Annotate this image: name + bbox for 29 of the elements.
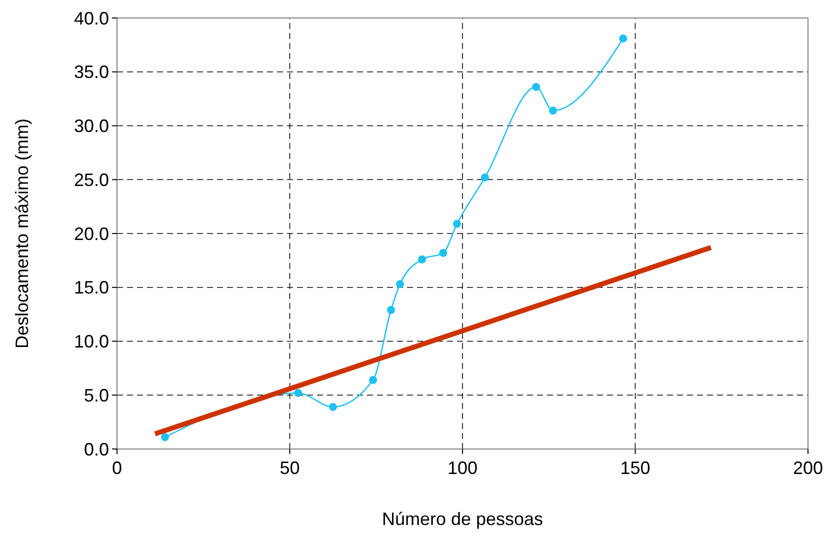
x-axis-title: Número de pessoas <box>382 509 544 529</box>
y-tick-label: 35.0 <box>74 62 109 82</box>
y-tick-label: 25.0 <box>74 170 109 190</box>
point <box>369 376 378 384</box>
x-tick-label: 50 <box>280 458 300 478</box>
x-tick-label: 200 <box>792 458 824 478</box>
y-tick-label: 40.0 <box>74 8 109 28</box>
point <box>418 255 426 264</box>
x-tick-label: 0 <box>112 458 122 478</box>
point <box>439 248 448 257</box>
x-tick-label: 100 <box>447 458 478 478</box>
point <box>532 82 540 91</box>
point <box>396 280 404 288</box>
y-tick-label: 15.0 <box>74 278 109 298</box>
y-tick-label: 30.0 <box>74 116 109 136</box>
y-tick-label: 5.0 <box>84 385 109 406</box>
x-tick-label: 150 <box>620 458 650 478</box>
point <box>619 34 628 42</box>
point <box>480 173 489 182</box>
y-tick-label: 10.0 <box>74 332 109 352</box>
y-tick-label: 20.0 <box>74 224 109 244</box>
point <box>161 433 170 442</box>
point <box>294 388 302 397</box>
y-axis-title: Deslocamento máximo (mm) <box>12 118 32 349</box>
point <box>328 402 337 411</box>
point <box>386 306 395 314</box>
y-tick-label: 0.0 <box>84 439 109 460</box>
point <box>452 220 461 228</box>
point <box>549 106 558 115</box>
